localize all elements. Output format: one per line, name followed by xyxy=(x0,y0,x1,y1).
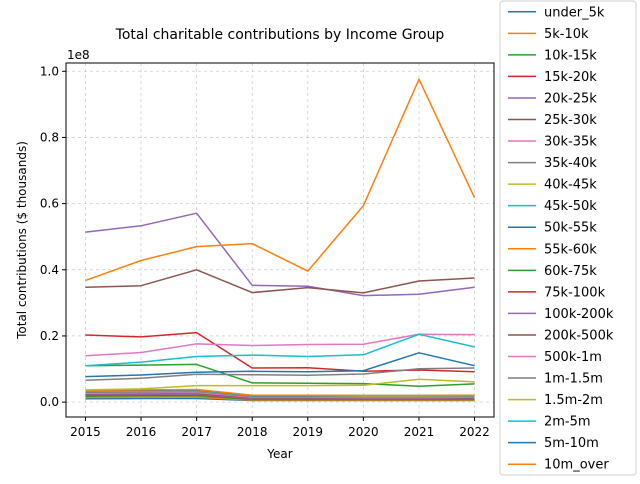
legend-label-30k-35k: 30k-35k xyxy=(544,135,597,150)
series-line-10m_over xyxy=(85,78,476,282)
legend-label-1m-1.5m: 1m-1.5m xyxy=(544,372,603,387)
legend-label-15k-20k: 15k-20k xyxy=(544,70,597,85)
plot-frame xyxy=(65,62,495,418)
series-line-200k-500k xyxy=(85,269,475,294)
series-line-2m-5m xyxy=(85,333,475,367)
y-tick-label: 0.8 xyxy=(40,130,59,144)
series-line-5m-10m xyxy=(85,352,475,378)
legend-label-55k-60k: 55k-60k xyxy=(544,242,597,257)
legend-label-10k-15k: 10k-15k xyxy=(544,48,597,63)
y-axis-offset-label: 1e8 xyxy=(67,48,90,62)
y-axis-label: Total contributions ($ thousands) xyxy=(15,141,29,340)
legend-label-50k-55k: 50k-55k xyxy=(544,221,597,236)
legend-label-5k-10k: 5k-10k xyxy=(544,27,589,42)
legend-label-1.5m-2m: 1.5m-2m xyxy=(544,393,603,408)
series-line-60k-75k xyxy=(85,363,475,387)
x-tick-label: 2016 xyxy=(126,425,157,439)
legend-label-35k-40k: 35k-40k xyxy=(544,156,597,171)
legend-label-40k-45k: 40k-45k xyxy=(544,178,597,193)
y-tick-label: 0.2 xyxy=(40,329,59,343)
x-tick-label: 2019 xyxy=(293,425,324,439)
legend-label-under_5k: under_5k xyxy=(544,5,605,20)
x-axis-label: Year xyxy=(266,447,292,461)
y-tick-label: 0.4 xyxy=(40,263,59,277)
legend-label-500k-1m: 500k-1m xyxy=(544,350,602,365)
y-tick-label: 1.0 xyxy=(40,64,59,78)
legend-label-10m_over: 10m_over xyxy=(544,458,609,473)
x-tick-label: 2017 xyxy=(181,425,212,439)
legend-label-200k-500k: 200k-500k xyxy=(544,328,614,343)
x-tick-label: 2022 xyxy=(459,425,490,439)
y-tick-label: 0.6 xyxy=(40,197,59,211)
x-axis-ticks: 2015 2016 2017 2018 2019 2020 2021 2022 xyxy=(70,417,490,439)
grid-lines xyxy=(66,63,494,417)
series-line-1m-1.5m xyxy=(85,367,475,382)
series-line-1.5m-2m xyxy=(85,378,475,391)
legend-label-5m-10m: 5m-10m xyxy=(544,436,599,451)
series-line-55k-60k xyxy=(85,388,475,397)
y-tick-label: 0.0 xyxy=(40,395,59,409)
x-tick-label: 2021 xyxy=(404,425,435,439)
series-line-500k-1m xyxy=(85,333,475,357)
chart-title: Total charitable contributions by Income… xyxy=(115,27,445,43)
y-axis-ticks: 0.0 0.2 0.4 0.6 0.8 1.0 xyxy=(40,64,66,409)
legend-label-45k-50k: 45k-50k xyxy=(544,199,597,214)
legend-label-100k-200k: 100k-200k xyxy=(544,307,614,322)
x-tick-label: 2015 xyxy=(70,425,101,439)
legend-label-2m-5m: 2m-5m xyxy=(544,415,591,430)
legend-label-60k-75k: 60k-75k xyxy=(544,264,597,279)
x-tick-label: 2018 xyxy=(237,425,268,439)
legend-label-25k-30k: 25k-30k xyxy=(544,113,597,128)
legend-label-20k-25k: 20k-25k xyxy=(544,91,597,106)
series-line-100k-200k xyxy=(85,212,475,297)
x-tick-label: 2020 xyxy=(348,425,379,439)
legend: under_5k 5k-10k 10k-15k 15k-20k 20k-25k 25k-3… xyxy=(499,0,637,476)
series-lines xyxy=(85,78,476,402)
legend-label-75k-100k: 75k-100k xyxy=(544,285,606,300)
